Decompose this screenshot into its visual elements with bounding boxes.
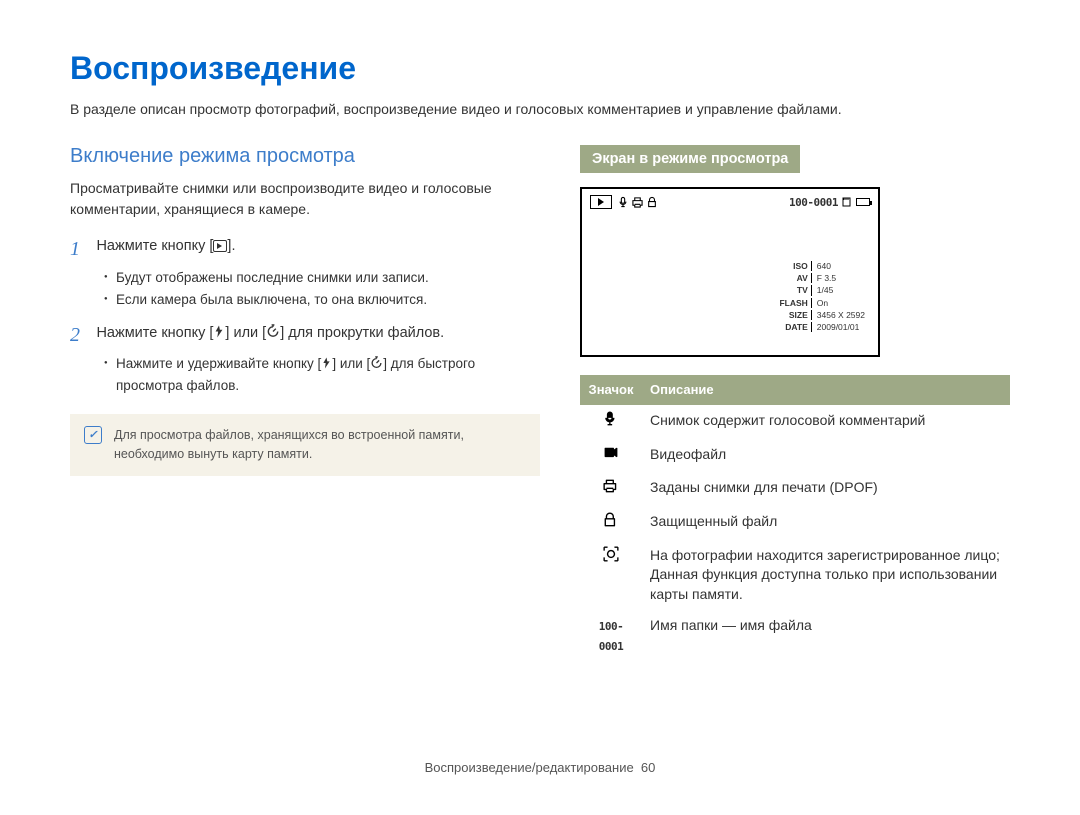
legend-row: Заданы снимки для печати (DPOF)	[580, 472, 1010, 506]
info-val: 2009/01/01	[814, 322, 868, 332]
legend-row: 100-0001 Имя папки — имя файла	[580, 610, 1010, 661]
legend-desc: Имя папки — имя файла	[642, 610, 1010, 661]
print-icon	[632, 196, 643, 208]
step1-bullet: Если камера была выключена, то она включ…	[104, 289, 540, 311]
card-icon	[842, 197, 852, 207]
section-subtext: Просматривайте снимки или воспроизводите…	[70, 178, 540, 220]
mic-icon	[618, 196, 628, 208]
info-val: 1/45	[814, 285, 868, 295]
right-column: Экран в режиме просмотра 100-0001	[580, 145, 1010, 662]
page-footer: Воспроизведение/редактирование 60	[0, 760, 1080, 775]
intro-text: В разделе описан просмотр фотографий, во…	[70, 101, 1010, 117]
step2-prefix: Нажмите кнопку [	[96, 325, 213, 341]
step2-mid: ] или [	[225, 325, 266, 341]
step1-suffix: ].	[227, 238, 235, 254]
legend-row: Снимок содержит голосовой комментарий	[580, 405, 1010, 439]
note-box: ✓ Для просмотра файлов, хранящихся во вс…	[70, 414, 540, 476]
info-val: 640	[814, 261, 868, 271]
legend-row: На фотографии находится зарегистрированн…	[580, 540, 1010, 611]
screen-section-label: Экран в режиме просмотра	[580, 145, 800, 173]
info-key: DATE	[776, 322, 811, 332]
play-button-icon	[213, 240, 227, 252]
info-val: 3456 X 2592	[814, 310, 868, 320]
legend-row: Защищенный файл	[580, 506, 1010, 540]
timer-icon	[266, 324, 280, 339]
step-number: 2	[70, 324, 92, 347]
legend-desc: Защищенный файл	[642, 506, 1010, 540]
info-key: FLASH	[776, 298, 811, 308]
file-number-icon: 100-0001	[599, 620, 624, 653]
step1-prefix: Нажмите кнопку [	[96, 238, 213, 254]
info-val: F 3.5	[814, 273, 868, 283]
page-title: Воспроизведение	[70, 50, 1010, 87]
step-2: 2 Нажмите кнопку [ ] или [ ] для прокрутки…	[70, 324, 540, 396]
info-key: ISO	[776, 261, 811, 271]
step2-bullet: Нажмите и удерживайте кнопку [] или [] д…	[104, 353, 540, 396]
timer-icon	[370, 356, 383, 370]
step-1: 1 Нажмите кнопку []. Будут отображены по…	[70, 238, 540, 310]
playback-screen-illustration: 100-0001 ISO640AVF 3.5TV1/45FLASHOnSIZE3…	[580, 187, 880, 357]
legend-desc: На фотографии находится зарегистрированн…	[642, 540, 1010, 611]
video-icon	[603, 445, 619, 461]
left-column: Включение режима просмотра Просматривайт…	[70, 145, 540, 662]
note-text: Для просмотра файлов, хранящихся во встр…	[114, 426, 526, 464]
lock-icon	[603, 512, 619, 528]
legend-desc: Снимок содержит голосовой комментарий	[642, 405, 1010, 439]
print-icon	[603, 478, 619, 494]
file-number: 100-0001	[789, 196, 838, 209]
icon-legend-table: Значок Описание Снимок содержит голосово…	[580, 375, 1010, 662]
exif-info: ISO640AVF 3.5TV1/45FLASHOnSIZE3456 X 259…	[774, 259, 870, 334]
legend-desc: Заданы снимки для печати (DPOF)	[642, 472, 1010, 506]
mic-icon	[603, 411, 619, 427]
face-icon	[603, 546, 619, 562]
play-mode-icon	[590, 195, 612, 209]
info-key: TV	[776, 285, 811, 295]
legend-header-desc: Описание	[642, 375, 1010, 405]
flash-icon	[213, 324, 225, 339]
info-key: AV	[776, 273, 811, 283]
info-val: On	[814, 298, 868, 308]
step-number: 1	[70, 238, 92, 261]
flash-icon	[321, 356, 332, 370]
lock-icon	[647, 196, 657, 208]
legend-desc: Видеофайл	[642, 439, 1010, 473]
info-key: SIZE	[776, 310, 811, 320]
legend-row: Видеофайл	[580, 439, 1010, 473]
note-icon: ✓	[84, 426, 102, 444]
step2-suffix: ] для прокрутки файлов.	[280, 325, 444, 341]
section-heading: Включение режима просмотра	[70, 145, 540, 168]
legend-header-icon: Значок	[580, 375, 642, 405]
battery-icon	[856, 198, 870, 206]
step1-bullet: Будут отображены последние снимки или за…	[104, 267, 540, 289]
